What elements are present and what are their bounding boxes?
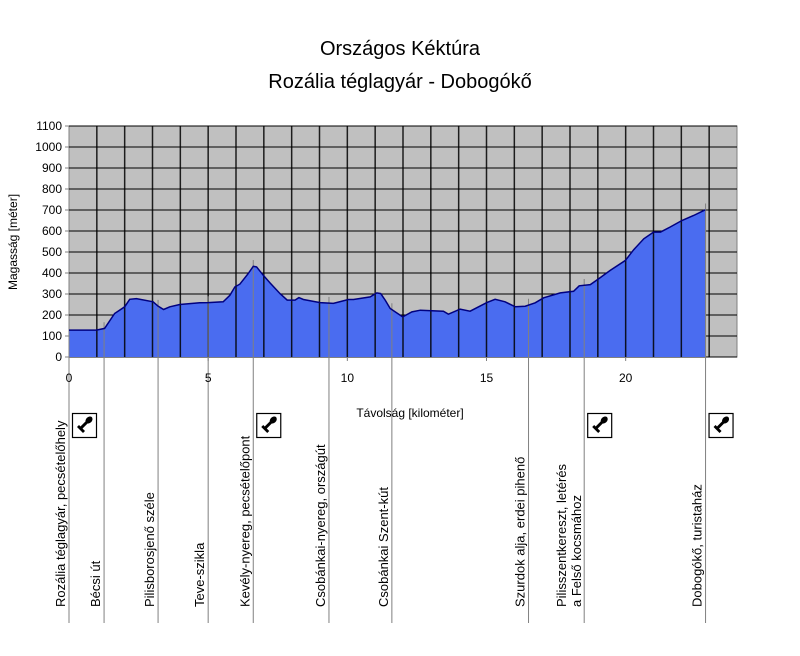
- y-tick-label: 300: [42, 287, 62, 301]
- y-tick-label: 1100: [36, 119, 62, 133]
- waypoint-label: Csobánkai Szent-kút: [376, 487, 391, 607]
- y-tick-label: 800: [42, 182, 62, 196]
- waypoint-label: Teve-szikla: [192, 542, 207, 607]
- y-tick-label: 500: [42, 245, 62, 259]
- stamp-icon: [587, 412, 613, 439]
- y-tick-label: 200: [42, 308, 62, 322]
- y-tick-label: 0: [55, 350, 62, 364]
- waypoint-label: Szurdok alja, erdei pihenő: [513, 457, 528, 607]
- waypoint-label: Dobogókő, turistaház: [690, 484, 705, 607]
- waypoint-label: Pilisborosjenő széle: [142, 492, 157, 607]
- y-tick-label: 600: [42, 224, 62, 238]
- y-axis-ticks: 0 100 200 300 400 500 600 700 800 900 1000 1100: [35, 119, 69, 364]
- stamp-icon: [708, 412, 734, 439]
- waypoint-label: Rozália téglagyár, pecsételőhely: [53, 420, 68, 607]
- x-tick-label: 5: [205, 371, 212, 385]
- stamp-icon: [71, 412, 98, 439]
- y-tick-label: 1000: [35, 140, 62, 154]
- y-tick-label: 900: [42, 161, 62, 175]
- elevation-line: [69, 209, 706, 331]
- y-tick-label: 400: [42, 266, 62, 280]
- waypoint-label: Pilisszentkereszt, letérés: [554, 463, 569, 607]
- x-axis-label: Távolság [kilométer]: [356, 406, 463, 420]
- waypoint-label: Bécsi út: [88, 560, 103, 607]
- x-axis-ticks: 0 5 10 15 20: [66, 357, 633, 385]
- y-tick-label: 700: [42, 203, 62, 217]
- waypoint-label: Kevély-nyereg, pecsételőpont: [237, 435, 252, 607]
- x-tick-label: 20: [619, 371, 633, 385]
- y-tick-label: 100: [42, 329, 62, 343]
- x-tick-label: 0: [66, 371, 73, 385]
- waypoint-lines: [68, 203, 707, 623]
- waypoint-label: Csobánkai-nyereg, országút: [313, 444, 328, 607]
- y-axis-label: Magasság [méter]: [6, 194, 20, 290]
- waypoint-label-line2: a Felső kocsmához: [569, 495, 584, 607]
- elevation-area: [69, 209, 706, 357]
- chart-subtitle: Rozália téglagyár - Dobogókő: [268, 71, 532, 93]
- stamp-icon: [256, 412, 282, 439]
- x-tick-label: 15: [480, 371, 494, 385]
- waypoint-labels: Rozália téglagyár, pecsételőhely Bécsi út…: [53, 412, 734, 607]
- chart-title: Országos Kéktúra: [320, 38, 481, 60]
- x-tick-label: 10: [341, 371, 355, 385]
